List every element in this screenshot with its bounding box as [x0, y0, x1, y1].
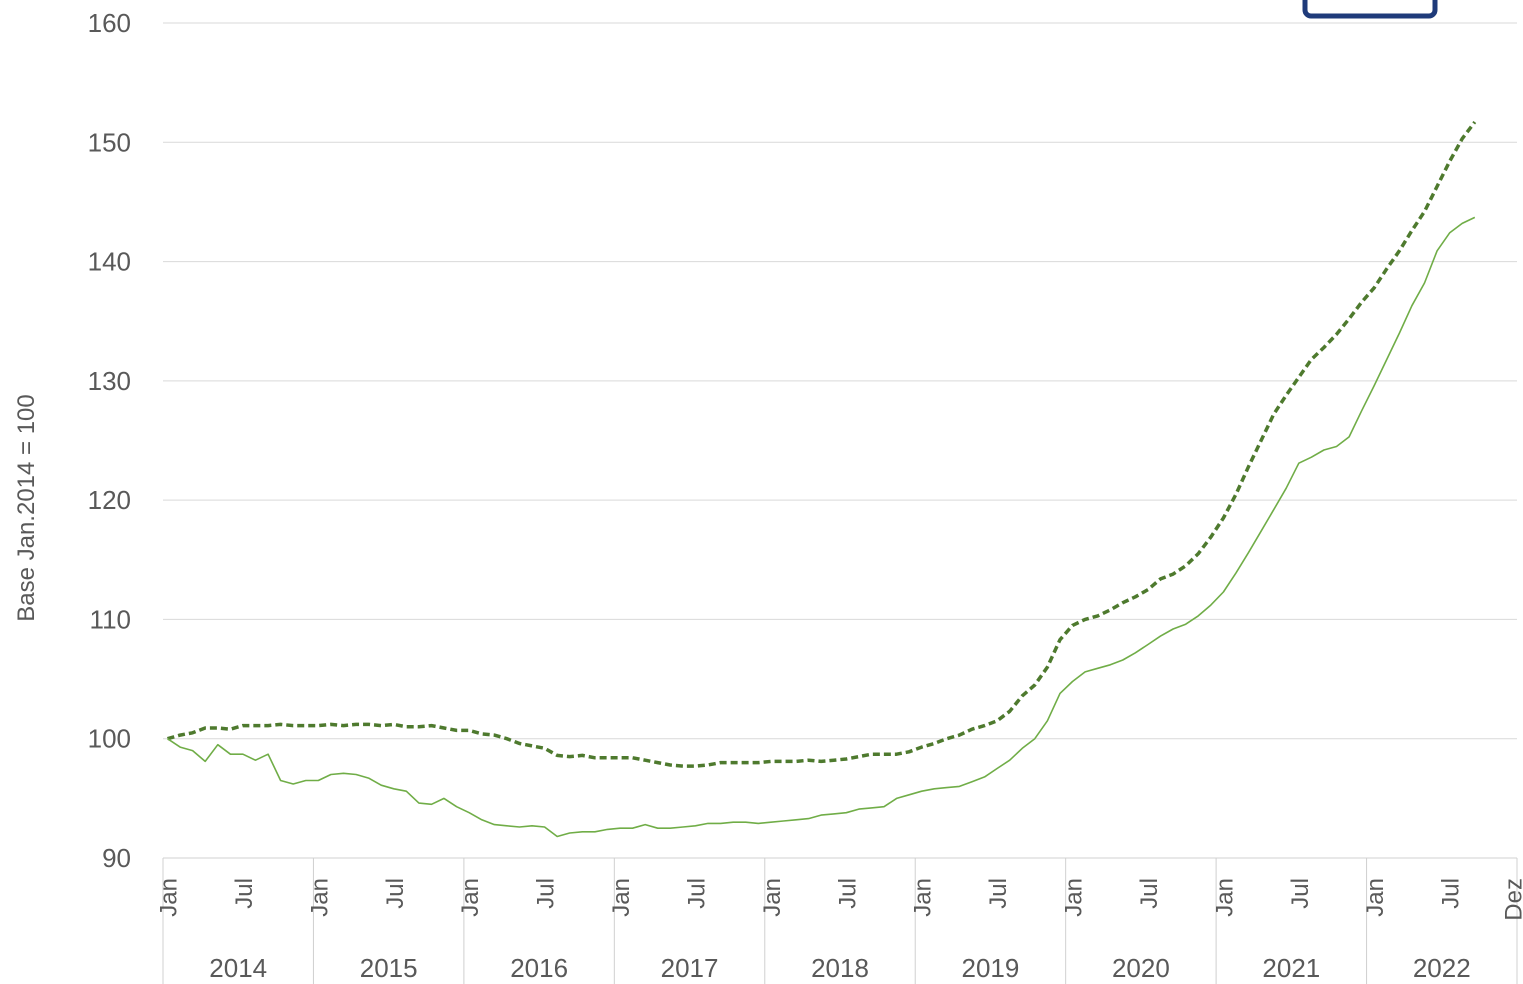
gridlines — [163, 22, 1517, 740]
x-tick-label: Jan — [910, 878, 937, 917]
x-tick-label: Jan — [457, 878, 484, 917]
year-label: 2019 — [962, 953, 1020, 983]
x-tick-label: Jul — [985, 878, 1012, 909]
x-axis: 2014 2015 2016 2017 2018 2019 2020 2021 2022 Jan J… — [156, 857, 1523, 984]
x-tick-label: Jul — [533, 878, 560, 909]
legend-box — [1302, 0, 1438, 19]
year-label: 2015 — [360, 953, 418, 983]
y-tick-label: 140 — [88, 247, 131, 277]
year-label: 2018 — [811, 953, 869, 983]
year-label: 2020 — [1112, 953, 1170, 983]
y-tick-label: 130 — [88, 366, 131, 396]
x-tick-label: Jan — [156, 878, 183, 917]
x-tick-label: Jan — [759, 878, 786, 917]
year-label: 2014 — [209, 953, 267, 983]
y-axis-ticks: 90 100 110 120 130 140 150 160 — [88, 8, 131, 873]
year-label: 2016 — [510, 953, 568, 983]
x-tick-label: Jul — [683, 878, 710, 909]
series-line-dashed — [167, 120, 1477, 768]
x-tick-label: Jul — [834, 878, 861, 909]
year-label: 2017 — [661, 953, 719, 983]
x-tick-label: Jul — [231, 878, 258, 909]
year-label: 2021 — [1262, 953, 1320, 983]
x-tick-label: Jul — [382, 878, 409, 909]
x-tick-label: Jan — [608, 878, 635, 917]
x-tick-label: Jan — [306, 878, 333, 917]
y-tick-label: 110 — [90, 604, 131, 634]
x-tick-label: Jan — [1211, 878, 1238, 917]
x-tick-label: Jan — [1362, 878, 1389, 917]
y-tick-label: 160 — [88, 8, 131, 38]
series-lines — [167, 120, 1477, 838]
x-tick-label: Jul — [1136, 878, 1163, 909]
x-tick-label: Jul — [1287, 878, 1314, 909]
y-tick-label: 100 — [88, 724, 131, 754]
x-tick-label: Jul — [1438, 878, 1465, 909]
year-label: 2022 — [1413, 953, 1471, 983]
y-axis-title: Base Jan.2014 = 100 — [13, 394, 40, 622]
y-tick-label: 90 — [102, 843, 131, 873]
y-tick-label: 150 — [88, 127, 131, 157]
series-line-solid — [167, 216, 1476, 838]
x-tick-label: Dez — [1501, 878, 1523, 921]
x-tick-label: Jan — [1061, 878, 1088, 917]
y-tick-label: 120 — [88, 485, 131, 515]
